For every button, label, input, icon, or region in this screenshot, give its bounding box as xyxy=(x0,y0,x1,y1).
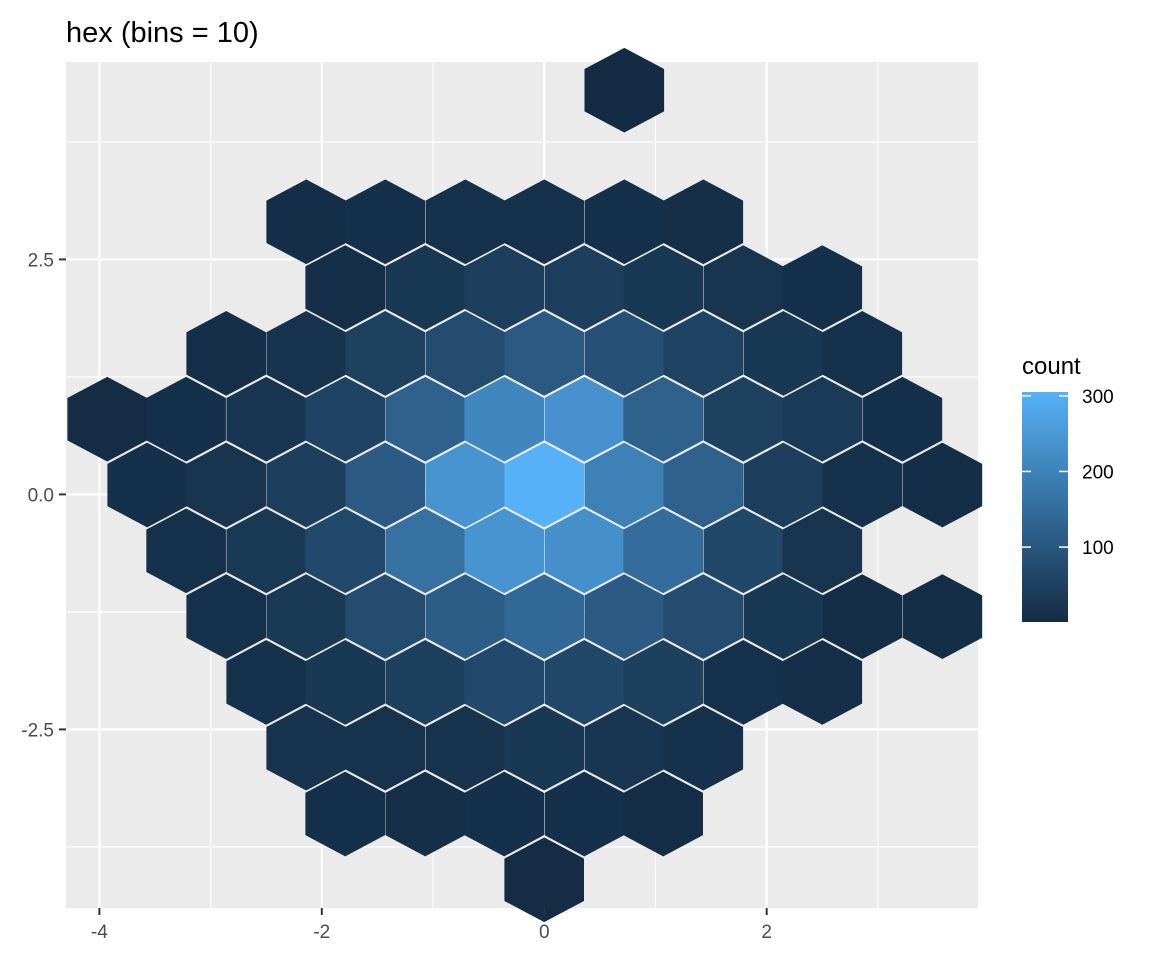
hex-cell xyxy=(345,311,426,396)
x-axis: -4 -2 0 2 xyxy=(91,908,772,943)
hex-cell xyxy=(345,705,426,791)
hex-cell xyxy=(186,574,267,659)
legend: count 100 200 300 xyxy=(1022,353,1114,622)
hex-cell xyxy=(504,837,585,923)
legend-tick-label: 100 xyxy=(1082,538,1114,559)
hex-cell xyxy=(464,771,545,857)
hex-cell xyxy=(464,640,545,725)
hex-cell xyxy=(464,376,545,462)
hex-cell xyxy=(504,179,585,265)
hex-cell xyxy=(862,376,943,462)
y-tick-label: 0.0 xyxy=(28,485,54,506)
hex-cell xyxy=(623,376,704,462)
hex-cell xyxy=(623,771,704,857)
y-tick-label: 2.5 xyxy=(28,250,54,271)
hex-cell xyxy=(663,442,744,528)
hex-cell xyxy=(663,179,744,265)
hex-cell xyxy=(345,442,426,528)
hex-cell xyxy=(186,311,267,396)
x-tick-label: 0 xyxy=(539,922,550,943)
x-tick-label: -2 xyxy=(313,922,330,943)
hex-cell xyxy=(822,442,903,528)
y-tick-label: -2.5 xyxy=(21,720,54,741)
hex-cell xyxy=(663,574,744,659)
hex-cell xyxy=(822,574,903,659)
hex-cell xyxy=(623,508,704,594)
legend-tick-label: 300 xyxy=(1082,387,1114,408)
hex-cell xyxy=(504,442,585,528)
hex-cell xyxy=(146,376,226,462)
hex-cell xyxy=(902,574,983,659)
hex-cell xyxy=(782,640,863,725)
hex-cell xyxy=(305,245,386,330)
hex-cell xyxy=(305,508,386,594)
x-tick-label: 2 xyxy=(761,922,772,943)
hex-cell xyxy=(504,574,585,659)
hex-cell xyxy=(186,442,267,528)
hex-cell xyxy=(305,376,386,462)
hex-cell xyxy=(663,311,744,396)
hex-cell xyxy=(623,245,704,330)
hex-cell xyxy=(782,245,863,330)
legend-title: count xyxy=(1022,353,1081,380)
hex-cell xyxy=(902,442,983,528)
hex-cell xyxy=(464,245,545,330)
hex-cell xyxy=(345,179,426,265)
x-tick-label: -4 xyxy=(91,922,108,943)
hex-cell xyxy=(623,640,704,725)
hex-cell xyxy=(584,47,665,133)
chart-title: hex (bins = 10) xyxy=(66,17,259,49)
hex-cell xyxy=(663,705,744,791)
hex-cell xyxy=(305,771,386,857)
legend-colorbar xyxy=(1022,392,1068,622)
hex-cell xyxy=(782,376,863,462)
legend-ticks: 100 200 300 xyxy=(1022,387,1114,559)
hex-cell xyxy=(464,508,545,594)
hex-cell xyxy=(782,508,863,594)
y-axis: -2.5 0.0 2.5 xyxy=(21,250,66,741)
hex-cell xyxy=(345,574,426,659)
legend-tick-label: 200 xyxy=(1082,462,1114,483)
hex-cell xyxy=(504,705,585,791)
hex-cell xyxy=(146,508,226,594)
hex-cell xyxy=(822,311,903,396)
hex-cell xyxy=(305,640,386,725)
hexbin-cells xyxy=(67,47,983,923)
hex-cell xyxy=(504,311,585,396)
